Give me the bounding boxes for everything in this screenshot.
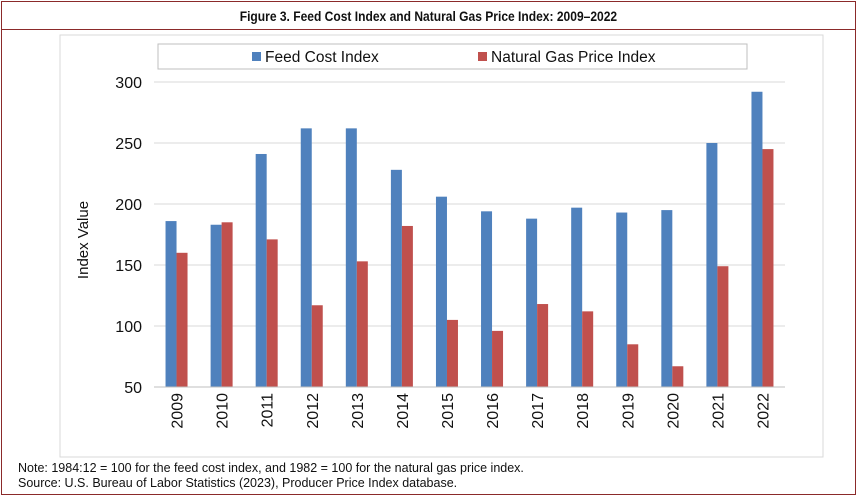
y-tick-label: 200 bbox=[115, 197, 142, 214]
bar-natural-gas bbox=[492, 330, 504, 387]
bar-feed-cost bbox=[390, 169, 402, 387]
x-tick-label: 2018 bbox=[575, 393, 592, 429]
bar-feed-cost bbox=[210, 224, 222, 387]
bar-natural-gas bbox=[176, 252, 188, 387]
bar-natural-gas bbox=[582, 311, 594, 387]
x-tick-label: 2020 bbox=[665, 393, 682, 429]
bar-feed-cost bbox=[345, 128, 357, 388]
x-tick-label: 2022 bbox=[755, 393, 772, 429]
bar-feed-cost bbox=[481, 211, 493, 387]
x-tick-label: 2019 bbox=[620, 393, 637, 429]
bar-natural-gas bbox=[537, 304, 549, 387]
title-bar: Figure 3. Feed Cost Index and Natural Ga… bbox=[2, 2, 855, 30]
x-tick-label: 2012 bbox=[305, 393, 322, 429]
x-tick-label: 2011 bbox=[260, 393, 277, 428]
bar-feed-cost bbox=[435, 196, 447, 387]
bar-feed-cost bbox=[571, 207, 583, 387]
legend-label: Natural Gas Price Index bbox=[491, 49, 656, 66]
bar-feed-cost bbox=[706, 143, 718, 387]
y-axis-label: Index Value bbox=[75, 201, 92, 279]
bar-natural-gas bbox=[672, 366, 684, 387]
bar-natural-gas bbox=[446, 319, 458, 387]
y-tick-label: 50 bbox=[124, 380, 142, 397]
bar-natural-gas bbox=[627, 344, 639, 387]
bar-feed-cost bbox=[526, 218, 538, 387]
bar-feed-cost bbox=[165, 221, 177, 387]
note-text: Note: 1984:12 = 100 for the feed cost in… bbox=[18, 461, 524, 475]
bar-natural-gas bbox=[762, 149, 774, 387]
bar-feed-cost bbox=[661, 210, 673, 387]
notes: Note: 1984:12 = 100 for the feed cost in… bbox=[18, 461, 524, 491]
y-tick-label: 300 bbox=[115, 75, 142, 92]
bar-feed-cost bbox=[255, 153, 267, 387]
bar-feed-cost bbox=[300, 128, 312, 388]
y-tick-label: 150 bbox=[115, 258, 142, 275]
x-tick-label: 2015 bbox=[440, 393, 457, 429]
y-tick-label: 100 bbox=[115, 319, 142, 336]
y-tick-label: 250 bbox=[115, 136, 142, 153]
legend-label: Feed Cost Index bbox=[265, 49, 379, 66]
x-tick-label: 2009 bbox=[170, 393, 187, 429]
x-tick-label: 2010 bbox=[215, 393, 232, 429]
bar-natural-gas bbox=[401, 225, 413, 387]
legend-swatch bbox=[252, 52, 261, 61]
x-tick-label: 2021 bbox=[710, 393, 727, 429]
bar-natural-gas bbox=[356, 261, 368, 387]
x-tick-label: 2016 bbox=[485, 393, 502, 429]
bar-natural-gas bbox=[266, 239, 278, 387]
bar-feed-cost bbox=[616, 212, 628, 387]
bar-natural-gas bbox=[221, 222, 233, 387]
legend-box bbox=[157, 43, 748, 70]
source-text: Source: U.S. Bureau of Labor Statistics … bbox=[18, 476, 458, 490]
chart-area-border bbox=[59, 34, 824, 458]
legend-swatch bbox=[478, 52, 487, 61]
bar-natural-gas bbox=[717, 266, 729, 387]
x-tick-label: 2013 bbox=[350, 393, 367, 429]
bar-natural-gas bbox=[311, 305, 323, 387]
bar-feed-cost bbox=[751, 91, 763, 387]
x-tick-label: 2014 bbox=[395, 393, 412, 429]
chart-title: Figure 3. Feed Cost Index and Natural Ga… bbox=[239, 7, 618, 24]
x-tick-label: 2017 bbox=[530, 393, 547, 429]
